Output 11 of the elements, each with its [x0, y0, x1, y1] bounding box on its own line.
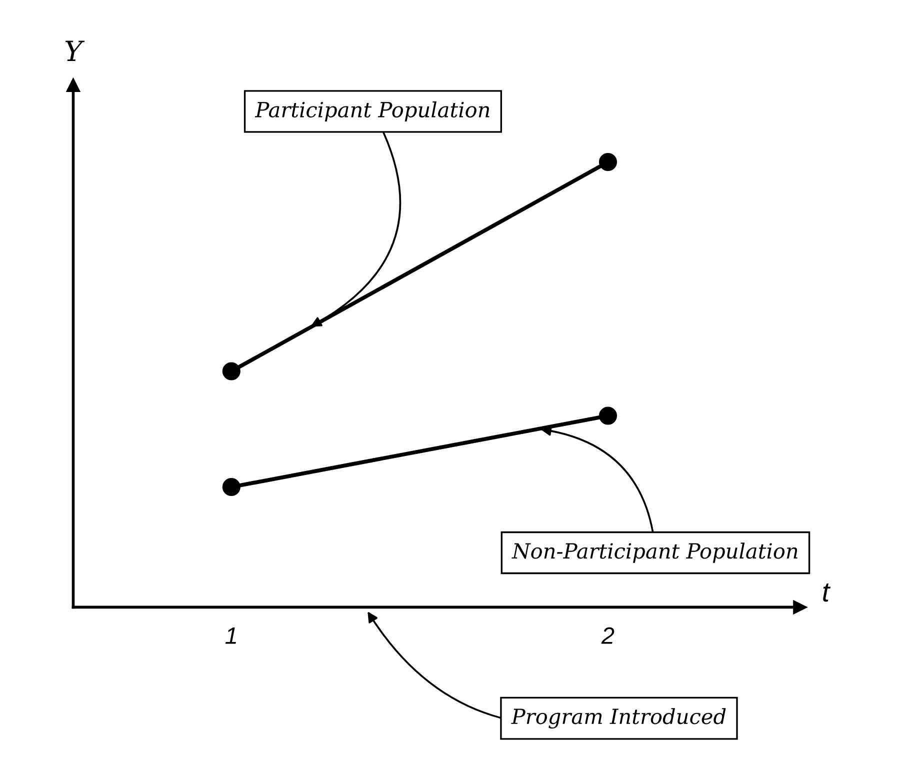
- point: [222, 478, 240, 496]
- y-axis-title: Y: [65, 40, 85, 61]
- x-tick-label: 2: [601, 627, 614, 644]
- point: [598, 406, 618, 425]
- annotation: Non-Participant Population: [512, 542, 798, 563]
- annotation: Participant Population: [254, 101, 490, 122]
- x-axis-title: t: [823, 583, 831, 602]
- x-tick-label: 1: [225, 628, 236, 644]
- point: [222, 362, 240, 380]
- text: Program Introduced: [511, 708, 726, 729]
- point: [598, 152, 618, 172]
